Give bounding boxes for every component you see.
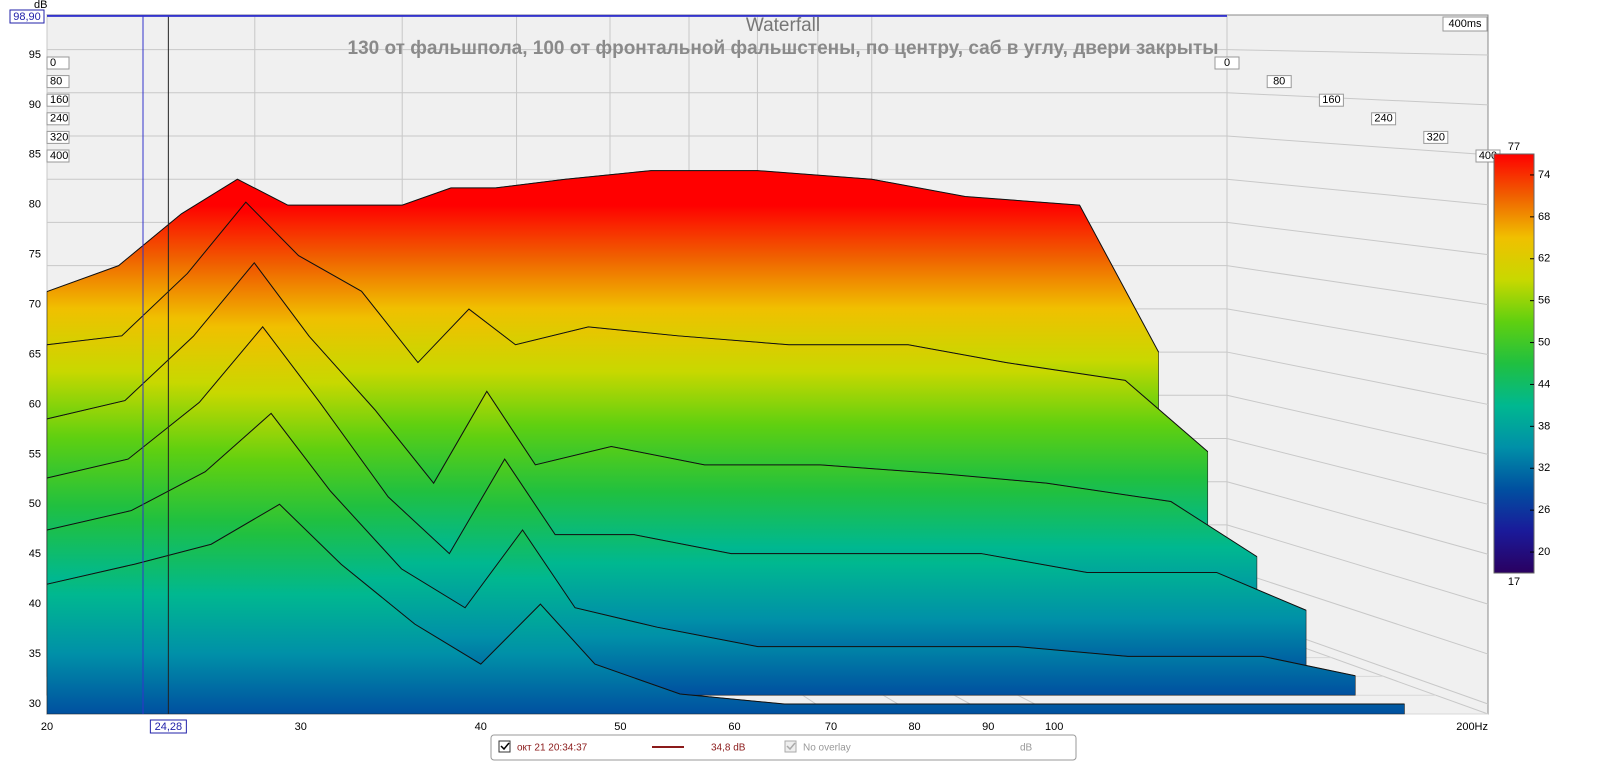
colorbar-tick-label: 44 xyxy=(1538,378,1550,390)
x-tick-label: 50 xyxy=(614,721,626,733)
colorbar-max: 77 xyxy=(1508,141,1520,153)
z-tick-box xyxy=(46,112,70,126)
colorbar-tick-label: 68 xyxy=(1538,211,1550,223)
checkmark xyxy=(500,742,510,751)
z-tick-label: 320 xyxy=(1427,131,1445,143)
z-tick-box xyxy=(1318,93,1344,107)
z-tick-label: 320 xyxy=(50,131,68,143)
z-tick-box xyxy=(1371,112,1397,126)
cursor-x-label: 24,28 xyxy=(155,721,183,733)
colorbar-tick-label: 26 xyxy=(1538,504,1550,516)
z-tick-box xyxy=(1423,130,1449,144)
x-tick-label: 200Hz xyxy=(1456,721,1488,733)
z-tick-label: 400 xyxy=(1479,150,1497,162)
y-tick-label: 30 xyxy=(29,698,41,710)
legend-date: окт 21 20:34:37 xyxy=(517,743,588,754)
overlay-checkbox[interactable] xyxy=(784,740,797,753)
legend-panel xyxy=(490,734,1077,761)
z-tick-box xyxy=(46,93,70,107)
time-span-label: 400ms xyxy=(1448,18,1482,30)
colorbar-tick-label: 56 xyxy=(1538,295,1550,307)
y-tick-label: 70 xyxy=(29,298,41,310)
z-tick-label: 240 xyxy=(1374,113,1392,125)
y-tick-label: 85 xyxy=(29,149,41,161)
colorbar xyxy=(1493,153,1535,574)
slice-line xyxy=(46,503,1405,705)
z-tick-label: 80 xyxy=(50,76,62,88)
y-tick-label: 50 xyxy=(29,498,41,510)
y-axis-label: dB xyxy=(34,0,47,11)
slice-line xyxy=(46,170,1160,353)
y-tick-label: 95 xyxy=(29,49,41,61)
z-tick-box xyxy=(1214,56,1240,70)
checkmark xyxy=(786,742,796,751)
y-tick-label: 80 xyxy=(29,199,41,211)
z-tick-label: 240 xyxy=(50,113,68,125)
y-tick-label: 90 xyxy=(29,99,41,111)
y-tick-label: 55 xyxy=(29,448,41,460)
x-tick-label: 40 xyxy=(475,721,487,733)
z-tick-label: 0 xyxy=(1224,57,1230,69)
y-tick-label: 75 xyxy=(29,249,41,261)
colorbar-tick-label: 50 xyxy=(1538,336,1550,348)
z-tick-box xyxy=(46,75,70,89)
cursor-x-box xyxy=(149,719,187,734)
y-tick-label: 65 xyxy=(29,348,41,360)
z-tick-label: 0 xyxy=(50,57,56,69)
x-tick-label: 30 xyxy=(295,721,307,733)
legend-level: 34,8 dB xyxy=(711,743,746,754)
x-tick-label: 20 xyxy=(41,721,53,733)
z-tick-label: 160 xyxy=(50,94,68,106)
y-tick-label: 35 xyxy=(29,648,41,660)
z-tick-label: 160 xyxy=(1322,94,1340,106)
z-tick-box xyxy=(1266,75,1292,89)
x-tick-label: 90 xyxy=(982,721,994,733)
legend-overlay: No overlay xyxy=(803,743,851,754)
x-tick-label: 100 xyxy=(1045,721,1063,733)
colorbar-min: 17 xyxy=(1508,576,1520,588)
colorbar-tick-label: 62 xyxy=(1538,253,1550,265)
legend-checkbox[interactable] xyxy=(498,740,511,753)
slice-line xyxy=(46,326,1307,611)
cursor-y-label: 98,90 xyxy=(13,11,41,23)
chart-title: Waterfall xyxy=(746,15,820,36)
z-tick-label: 400 xyxy=(50,150,68,162)
y-tick-label: 40 xyxy=(29,598,41,610)
z-tick-box xyxy=(46,56,70,70)
x-tick-label: 60 xyxy=(728,721,740,733)
colorbar-tick-label: 74 xyxy=(1538,169,1550,181)
time-span-box xyxy=(1442,16,1488,32)
slice-line xyxy=(46,412,1356,677)
chart-subtitle: 130 от фальшпола, 100 от фронтальной фал… xyxy=(348,38,1219,59)
x-tick-label: 70 xyxy=(825,721,837,733)
z-tick-label: 80 xyxy=(1273,76,1285,88)
legend-unit: dB xyxy=(1020,743,1033,754)
x-tick-label: 80 xyxy=(908,721,920,733)
slice-line xyxy=(46,262,1258,558)
colorbar-tick-label: 20 xyxy=(1538,546,1550,558)
z-tick-box xyxy=(46,149,70,163)
colorbar-tick-label: 32 xyxy=(1538,462,1550,474)
y-tick-label: 60 xyxy=(29,398,41,410)
z-tick-box xyxy=(46,130,70,144)
colorbar-tick-label: 38 xyxy=(1538,420,1550,432)
slice-line xyxy=(46,201,1209,453)
cursor-y-box xyxy=(9,9,45,24)
y-tick-label: 45 xyxy=(29,548,41,560)
